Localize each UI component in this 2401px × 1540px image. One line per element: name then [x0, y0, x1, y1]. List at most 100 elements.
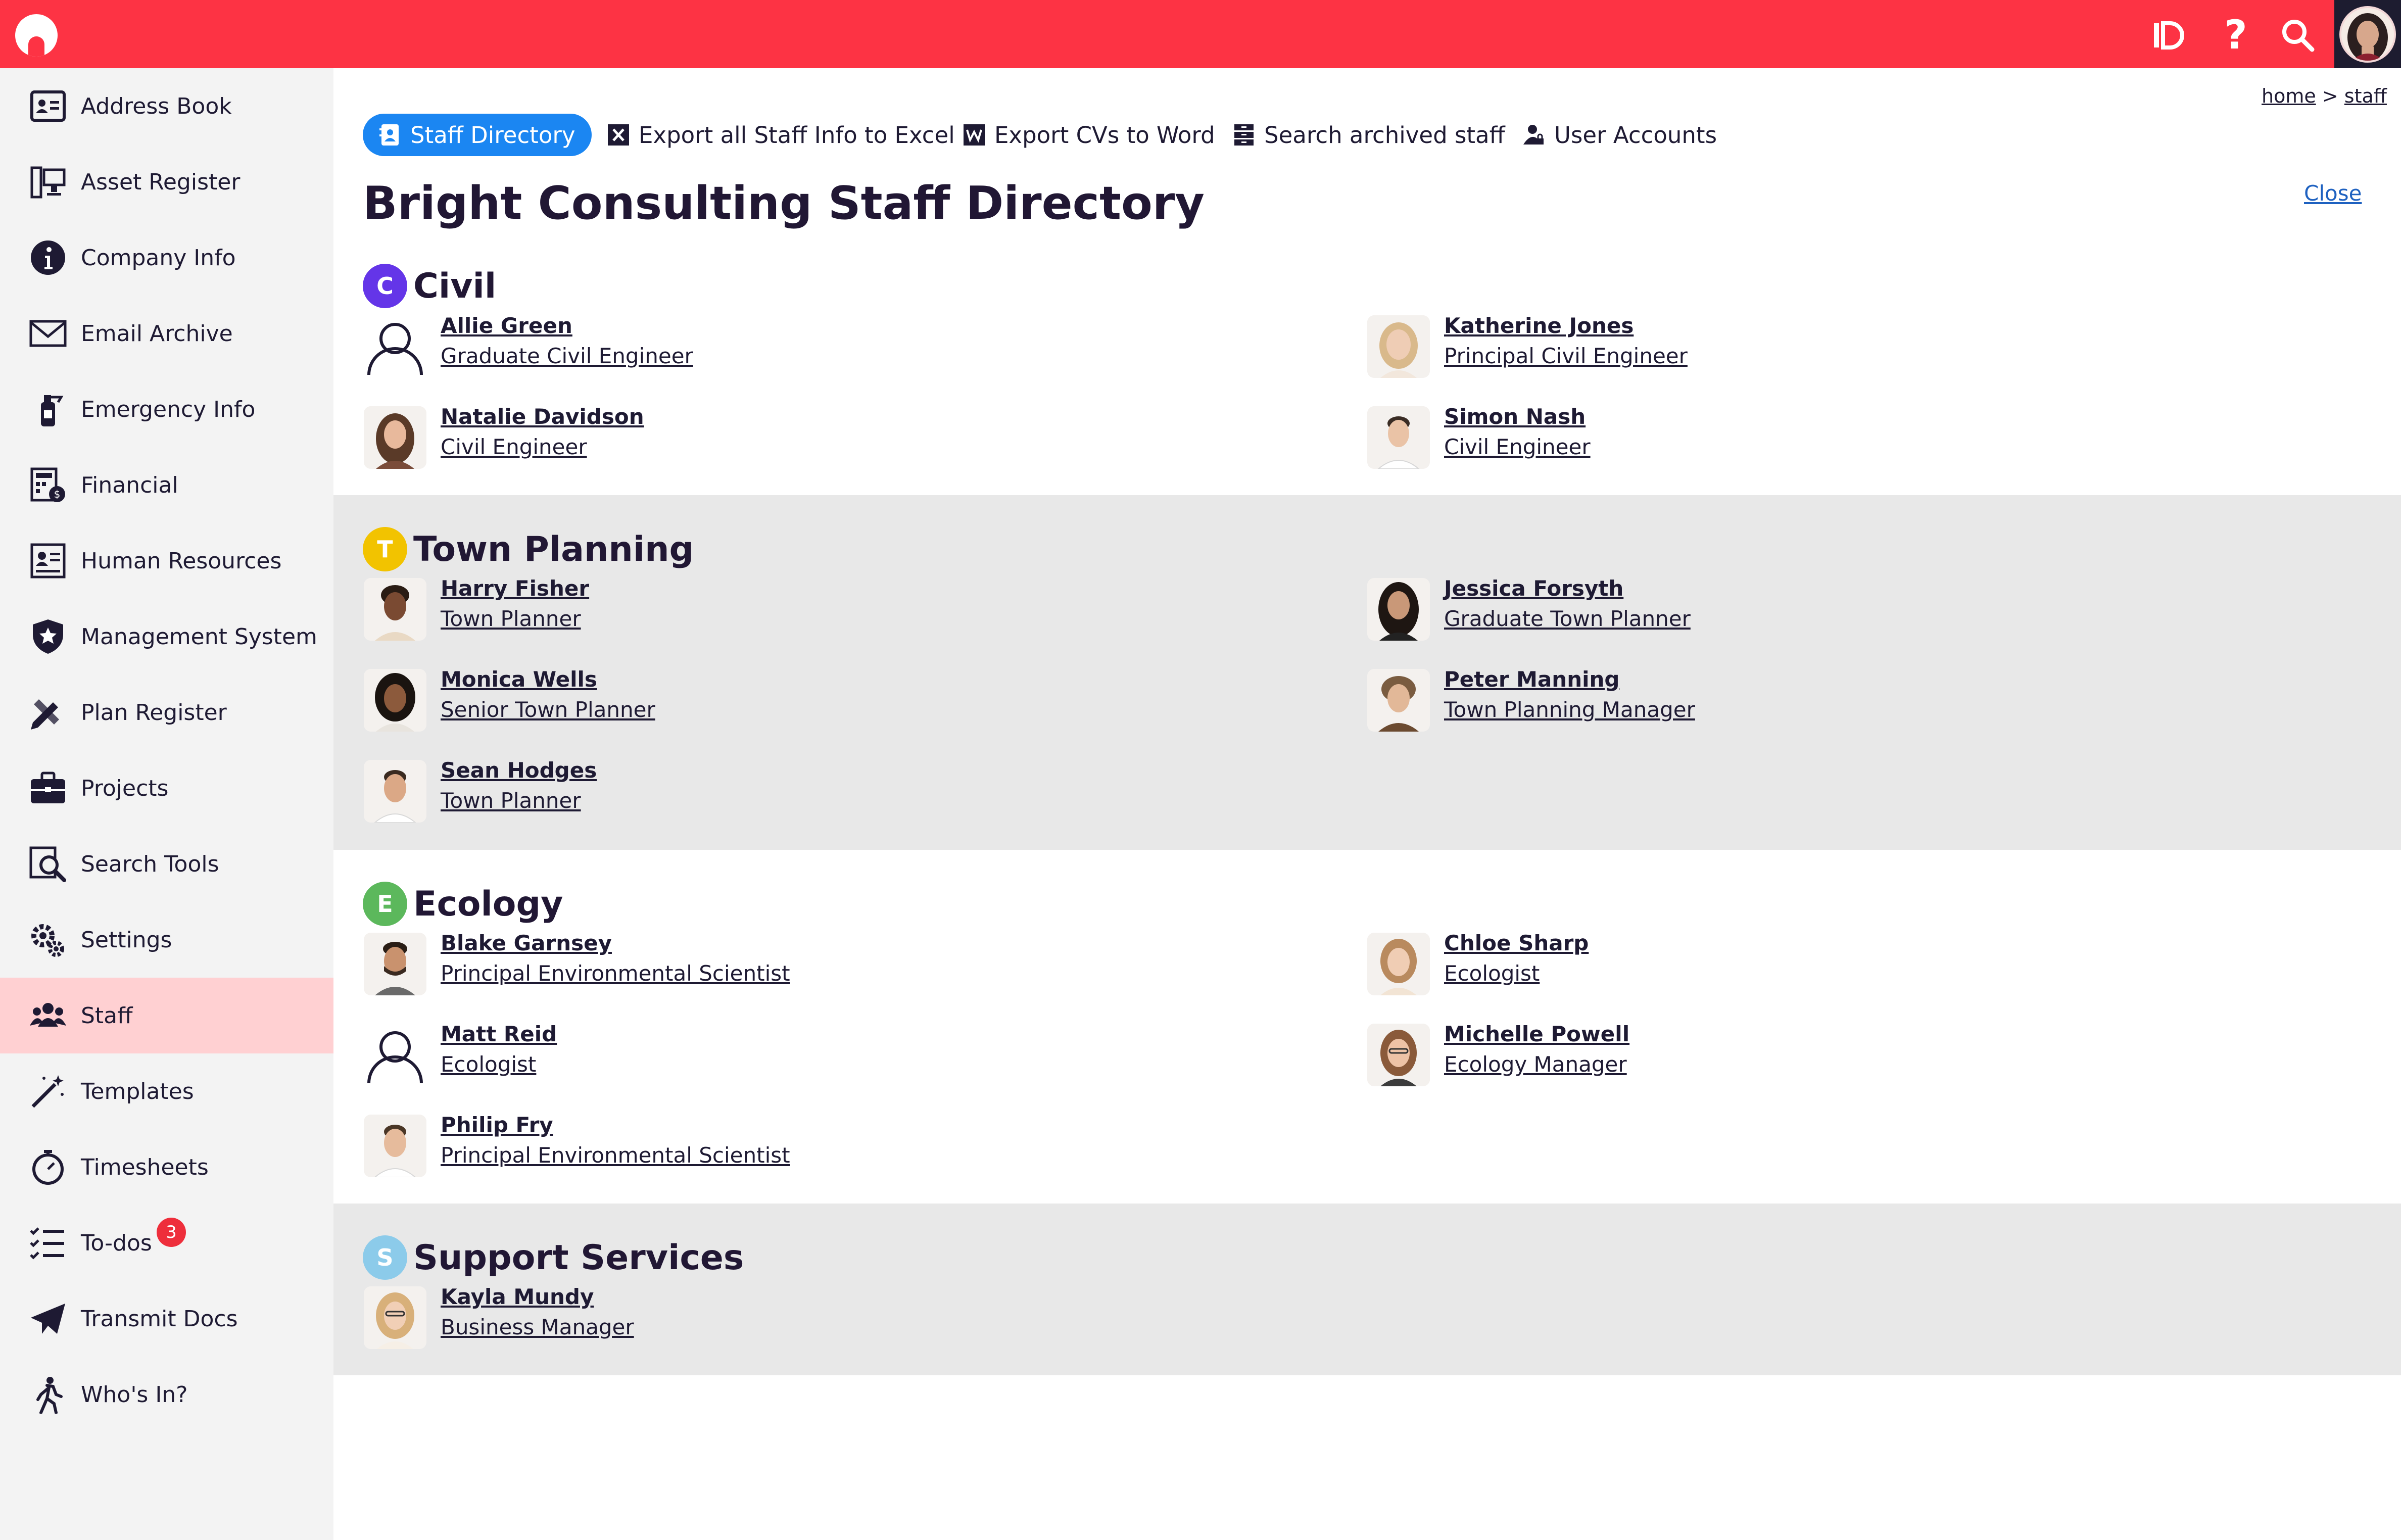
staff-role[interactable]: Principal Civil Engineer [1444, 344, 1688, 368]
staff-name[interactable]: Katherine Jones [1444, 313, 1634, 338]
staff-role[interactable]: Principal Environmental Scientist [441, 961, 790, 986]
sidebar-item-email-archive[interactable]: Email Archive [0, 296, 333, 371]
checklist-icon [28, 1223, 68, 1263]
help-icon[interactable]: ? [2224, 13, 2247, 58]
envelope-icon [28, 313, 68, 354]
sidebar-item-label: Company Info [81, 245, 236, 271]
staff-name[interactable]: Natalie Davidson [441, 404, 644, 429]
section-title: Town Planning [413, 529, 694, 569]
excel-icon [606, 123, 631, 147]
breadcrumb-home[interactable]: home [2262, 85, 2316, 107]
sidebar-item-to-dos[interactable]: To-dos 3 [0, 1205, 333, 1281]
staff-name[interactable]: Harry Fisher [441, 576, 590, 601]
staff-card[interactable]: Philip Fry Principal Environmental Scien… [364, 1113, 1071, 1183]
briefcase-icon [28, 768, 68, 808]
staff-card[interactable]: Matt Reid Ecologist [364, 1022, 1071, 1092]
breadcrumb-staff[interactable]: staff [2344, 85, 2387, 107]
sidebar-item-staff[interactable]: Staff [0, 978, 333, 1053]
logo-icon[interactable] [15, 14, 58, 57]
staff-name[interactable]: Kayla Mundy [441, 1284, 594, 1309]
user-avatar[interactable] [2334, 0, 2401, 68]
staff-card[interactable]: Simon Nash Civil Engineer [1367, 404, 2075, 475]
staff-name[interactable]: Monica Wells [441, 667, 597, 692]
staff-card[interactable]: Chloe Sharp Ecologist [1367, 931, 2075, 1001]
staff-name[interactable]: Blake Garnsey [441, 931, 612, 955]
staff-name[interactable]: Chloe Sharp [1444, 931, 1589, 955]
sidebar-item-management-system[interactable]: Management System [0, 599, 333, 675]
staff-card[interactable]: Katherine Jones Principal Civil Engineer [1367, 313, 2075, 384]
sidebar-item-plan-register[interactable]: Plan Register [0, 675, 333, 750]
sidebar-item-label: Settings [81, 927, 172, 953]
search-archived-staff-button[interactable]: Search archived staff [1232, 114, 1505, 156]
staff-card[interactable]: Peter Manning Town Planning Manager [1367, 667, 2075, 738]
sidebar-item-label: Projects [81, 775, 169, 801]
user-lock-icon [1522, 123, 1546, 147]
export-excel-label: Export all Staff Info to Excel [639, 121, 955, 149]
sidebar-item-address-book[interactable]: Address Book [0, 68, 333, 144]
generic-user-icon [364, 315, 426, 378]
section-title: Ecology [413, 884, 563, 924]
staff-name[interactable]: Philip Fry [441, 1113, 553, 1137]
sidebar-item-financial[interactable]: $ Financial [0, 447, 333, 523]
sidebar-item-transmit-docs[interactable]: Transmit Docs [0, 1281, 333, 1357]
staff-role[interactable]: Ecology Manager [1444, 1052, 1627, 1077]
sidebar-item-emergency-info[interactable]: Emergency Info [0, 371, 333, 447]
staff-card[interactable]: Allie Green Graduate Civil Engineer [364, 313, 1071, 384]
staff-role[interactable]: Business Manager [441, 1315, 634, 1339]
staff-role[interactable]: Civil Engineer [1444, 435, 1591, 459]
staff-card[interactable]: Sean Hodges Town Planner [364, 758, 1071, 829]
department-section-town-planning: T Town Planning Harry Fisher Town Planne… [333, 495, 2401, 850]
staff-role[interactable]: Town Planner [441, 606, 581, 631]
contact-card-icon [378, 123, 402, 147]
staff-card[interactable]: Monica Wells Senior Town Planner [364, 667, 1071, 738]
staff-name[interactable]: Allie Green [441, 313, 572, 338]
sidebar-item-projects[interactable]: Projects [0, 750, 333, 826]
walking-person-icon [28, 1374, 68, 1415]
sidebar-item-label: Email Archive [81, 320, 233, 347]
staff-name[interactable]: Peter Manning [1444, 667, 1620, 692]
export-word-button[interactable]: Export CVs to Word [962, 114, 1215, 156]
department-section-civil: C Civil Allie Green Graduate Civil Engin… [333, 248, 2401, 495]
staff-role[interactable]: Ecologist [441, 1052, 537, 1077]
staff-role[interactable]: Senior Town Planner [441, 697, 655, 722]
sidebar-item-human-resources[interactable]: Human Resources [0, 523, 333, 599]
staff-role[interactable]: Principal Environmental Scientist [441, 1143, 790, 1168]
staff-name[interactable]: Michelle Powell [1444, 1022, 1630, 1046]
staff-role[interactable]: Graduate Civil Engineer [441, 344, 693, 368]
info-icon [28, 237, 68, 278]
staff-role[interactable]: Town Planning Manager [1444, 697, 1695, 722]
sidebar-item-timesheets[interactable]: Timesheets [0, 1129, 333, 1205]
sidebar-item-asset-register[interactable]: Asset Register [0, 144, 333, 220]
export-excel-button[interactable]: Export all Staff Info to Excel [606, 114, 955, 156]
sidebar-item-whos-in[interactable]: Who's In? [0, 1357, 333, 1432]
logout-icon[interactable] [2149, 15, 2189, 56]
sidebar-item-settings[interactable]: Settings [0, 902, 333, 978]
search-icon[interactable] [2278, 15, 2318, 56]
staff-card[interactable]: Blake Garnsey Principal Environmental Sc… [364, 931, 1071, 1001]
staff-photo [364, 578, 426, 641]
staff-card[interactable]: Harry Fisher Town Planner [364, 576, 1071, 647]
staff-role[interactable]: Town Planner [441, 788, 581, 813]
user-accounts-button[interactable]: User Accounts [1522, 114, 1717, 156]
search-document-icon [28, 844, 68, 884]
staff-card[interactable]: Kayla Mundy Business Manager [364, 1284, 1071, 1355]
staff-role[interactable]: Ecologist [1444, 961, 1540, 986]
id-card-icon [28, 541, 68, 581]
staff-name[interactable]: Sean Hodges [441, 758, 597, 783]
staff-directory-button[interactable]: Staff Directory [363, 114, 592, 156]
sidebar-item-company-info[interactable]: Company Info [0, 220, 333, 296]
staff-card[interactable]: Natalie Davidson Civil Engineer [364, 404, 1071, 475]
sidebar-item-search-tools[interactable]: Search Tools [0, 826, 333, 902]
sidebar-item-label: Who's In? [81, 1381, 188, 1408]
word-icon [962, 123, 986, 147]
staff-card[interactable]: Jessica Forsyth Graduate Town Planner [1367, 576, 2075, 647]
sidebar-item-label: Financial [81, 472, 178, 498]
close-link[interactable]: Close [2304, 181, 2362, 206]
staff-name[interactable]: Matt Reid [441, 1022, 557, 1046]
sidebar-item-templates[interactable]: Templates [0, 1053, 333, 1129]
staff-name[interactable]: Jessica Forsyth [1444, 576, 1624, 601]
staff-role[interactable]: Civil Engineer [441, 435, 587, 459]
staff-name[interactable]: Simon Nash [1444, 404, 1586, 429]
staff-role[interactable]: Graduate Town Planner [1444, 606, 1691, 631]
staff-card[interactable]: Michelle Powell Ecology Manager [1367, 1022, 2075, 1092]
